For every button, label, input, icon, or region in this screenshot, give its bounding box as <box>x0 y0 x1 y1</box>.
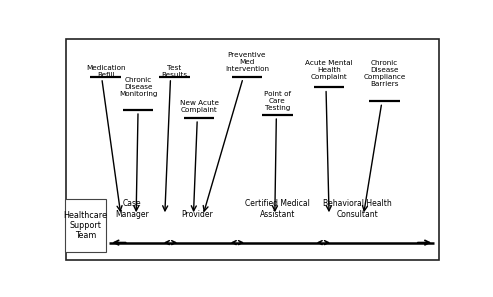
Text: Preventive
Med
Intervention: Preventive Med Intervention <box>225 52 269 72</box>
Text: Provider: Provider <box>181 210 213 219</box>
Text: Case
Manager: Case Manager <box>115 199 149 219</box>
FancyBboxPatch shape <box>66 39 439 260</box>
Text: Certified Medical
Assistant: Certified Medical Assistant <box>245 199 310 219</box>
Text: Medication
Refill: Medication Refill <box>86 65 125 78</box>
Text: Healthcare
Support
Team: Healthcare Support Team <box>64 211 107 240</box>
Text: Test
Results: Test Results <box>161 65 187 78</box>
Text: Chronic
Disease
Monitoring: Chronic Disease Monitoring <box>119 77 157 97</box>
Text: Behavioral Health
Consultant: Behavioral Health Consultant <box>323 199 392 219</box>
FancyBboxPatch shape <box>66 199 106 252</box>
Text: Chronic
Disease
Compliance
Barriers: Chronic Disease Compliance Barriers <box>363 60 406 87</box>
Text: Acute Mental
Health
Complaint: Acute Mental Health Complaint <box>305 60 353 80</box>
Text: Point of
Care
Testing: Point of Care Testing <box>264 91 291 110</box>
Text: New Acute
Complaint: New Acute Complaint <box>179 100 219 113</box>
